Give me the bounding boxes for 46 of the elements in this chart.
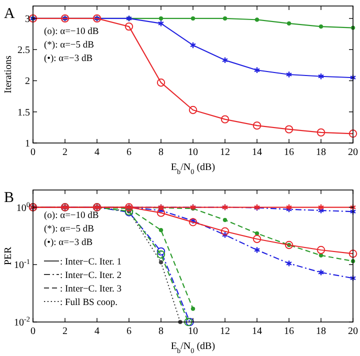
x-axis-title: E$_{b}$/N$_{0}$ (dB) (170, 341, 216, 355)
x-tick-label: 8 (158, 326, 164, 337)
y-tick-label: 2.5 (18, 45, 30, 56)
x-tick-label: 16 (284, 147, 294, 158)
x-tick-label: 14 (252, 147, 262, 158)
y-axis-title: PER (3, 246, 14, 266)
x-tick-label: 4 (94, 147, 100, 158)
annotation: : Full BS coop. (60, 298, 118, 308)
x-tick-label: 20 (348, 147, 358, 158)
y-tick-label: 10$^{-2}$ (14, 316, 30, 328)
x-tick-label: 18 (316, 147, 326, 158)
annotation: (o): α=−10 dB (44, 27, 99, 37)
x-tick-label: 0 (30, 326, 36, 337)
x-tick-label: 0 (30, 147, 36, 158)
x-tick-label: 12 (220, 326, 230, 337)
y-tick-label: 3 (25, 14, 30, 25)
annotation: : Inter−C. Iter. 2 (60, 271, 122, 281)
annotation: : Inter−C. Iter. 3 (60, 284, 122, 294)
x-tick-label: 2 (62, 326, 68, 337)
annotation: (•): α=−3 dB (44, 238, 93, 248)
x-axis-title: E$_{b}$/N$_{0}$ (dB) (170, 162, 216, 176)
x-tick-label: 6 (126, 147, 132, 158)
y-tick-label: 1.5 (18, 107, 30, 118)
annotation: : Inter−C. Iter. 1 (60, 258, 122, 268)
x-tick-label: 20 (348, 326, 358, 337)
chart-title: B (4, 190, 14, 206)
y-tick-label: 10$^{0}$ (16, 200, 30, 214)
x-tick-label: 14 (252, 326, 262, 337)
x-tick-label: 10 (188, 147, 198, 158)
y-tick-label: 1 (25, 138, 30, 150)
y-tick-label: 10$^{-1}$ (14, 258, 30, 272)
annotation: (o): α=−10 dB (44, 211, 99, 221)
annotation: (*): α=−5 dB (44, 224, 94, 234)
x-tick-label: 18 (316, 326, 326, 337)
x-tick-label: 2 (62, 147, 68, 158)
y-tick-label: 2 (25, 76, 30, 88)
x-tick-label: 8 (158, 147, 164, 158)
x-tick-label: 16 (284, 326, 294, 337)
x-tick-label: 4 (94, 326, 100, 337)
x-tick-label: 12 (220, 147, 230, 158)
y-axis-title: Iterations (3, 56, 14, 94)
annotation: (•): α=−3 dB (44, 54, 93, 64)
x-tick-label: 6 (126, 326, 132, 337)
x-tick-label: 10 (188, 326, 198, 337)
chart-title: A (4, 6, 15, 22)
annotation: (*): α=−5 dB (44, 40, 94, 50)
